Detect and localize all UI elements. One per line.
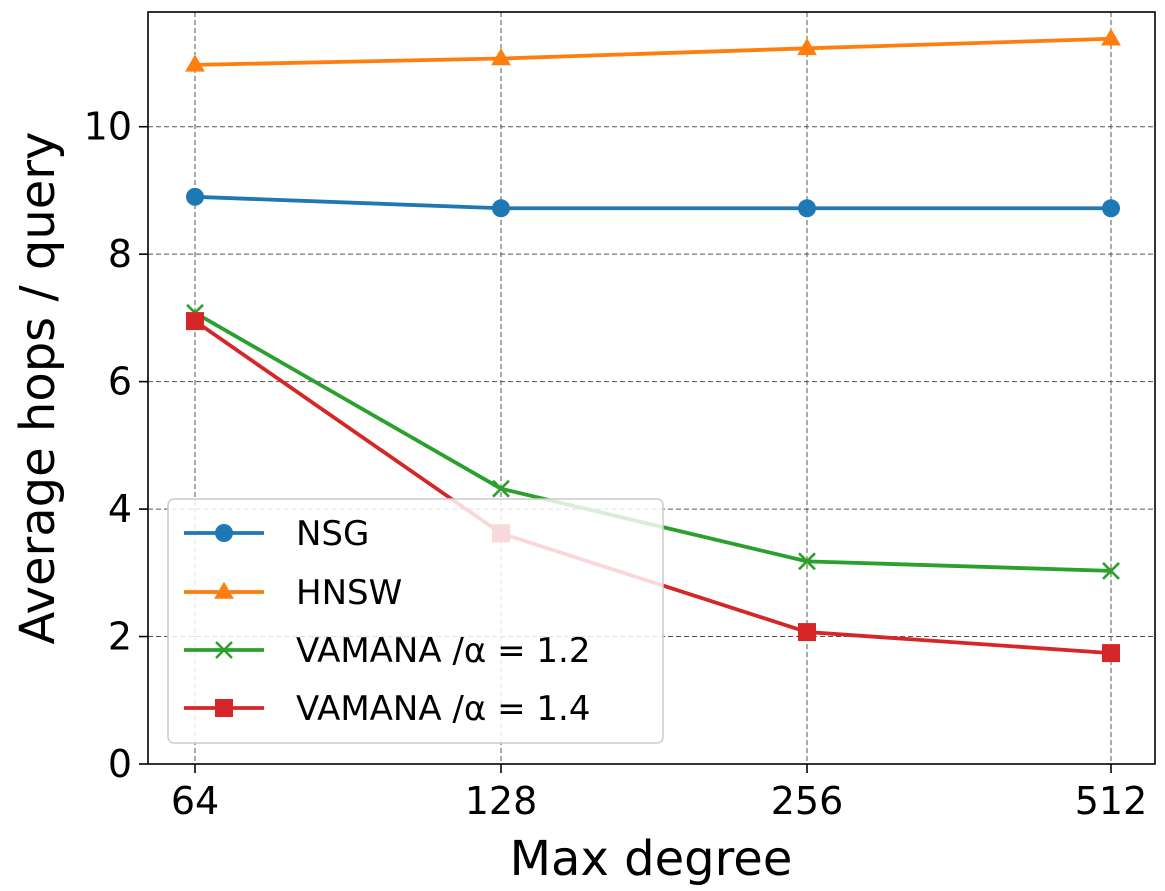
legend-item: NSG (184, 514, 369, 554)
data-point (186, 187, 204, 206)
data-point (1101, 28, 1121, 46)
y-tick-label: 8 (108, 232, 132, 276)
legend-box (167, 498, 664, 744)
y-tick-label: 0 (108, 742, 132, 786)
legend-marker (215, 524, 233, 542)
axis-ticks: 0 2 4 6 8 10 64 128 256 512 (84, 105, 1148, 823)
series-hnsw (185, 28, 1121, 72)
x-tick-label: 512 (1075, 779, 1148, 823)
data-point (492, 199, 510, 218)
x-tick-label: 256 (771, 779, 844, 823)
legend: NSG HNSW VAMANA /α = 1.2 VAMANA /α = 1.4 (167, 498, 664, 744)
data-point (1102, 644, 1120, 663)
series-line (194, 36, 1112, 67)
legend-label: HNSW (296, 573, 402, 613)
legend-marker (214, 581, 234, 599)
y-tick-label: 4 (108, 487, 132, 531)
data-point (1102, 199, 1120, 218)
legend-item: VAMANA /α = 1.2 (184, 631, 590, 671)
legend-marker (215, 699, 233, 717)
data-point (186, 312, 204, 331)
y-tick-label: 10 (84, 105, 132, 149)
legend-label: VAMANA /α = 1.2 (296, 631, 590, 671)
data-point (185, 54, 205, 72)
series-nsg (186, 187, 1120, 218)
data-point (798, 199, 816, 218)
data-point (798, 552, 816, 571)
legend-label: NSG (296, 514, 369, 554)
data-point (1102, 561, 1120, 580)
plot-frame (147, 11, 1156, 765)
y-tick-label: 2 (108, 615, 132, 659)
x-tick-label: 128 (465, 779, 538, 823)
data-point (491, 48, 511, 66)
legend-item: HNSW (184, 573, 402, 613)
series-line (194, 194, 1111, 211)
legend-marker (215, 641, 233, 659)
x-tick-label: 64 (171, 779, 219, 823)
y-tick-label: 6 (108, 360, 132, 404)
x-axis-title: Max degree (510, 831, 793, 887)
legend-label: VAMANA /α = 1.4 (296, 689, 590, 729)
legend-item: VAMANA /α = 1.4 (184, 689, 590, 729)
y-axis-title: Average hops / query (10, 132, 66, 645)
data-point (492, 479, 510, 498)
data-point (798, 623, 816, 642)
data-point (797, 37, 817, 56)
